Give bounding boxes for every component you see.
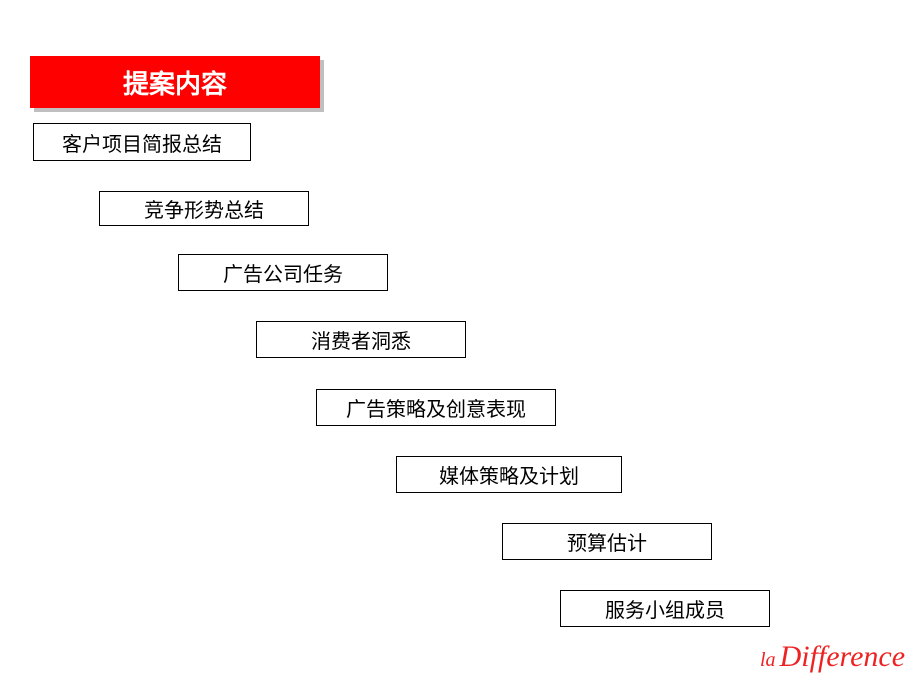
item-box-2: 广告公司任务: [178, 254, 388, 291]
logo: la Difference: [760, 640, 905, 674]
item-text-5: 媒体策略及计划: [439, 460, 579, 489]
item-text-2: 广告公司任务: [223, 258, 343, 287]
item-text-7: 服务小组成员: [605, 594, 725, 623]
item-text-3: 消费者洞悉: [311, 325, 411, 354]
item-text-0: 客户项目简报总结: [62, 128, 222, 157]
item-box-4: 广告策略及创意表现: [316, 389, 556, 426]
item-box-3: 消费者洞悉: [256, 321, 466, 358]
item-text-1: 竞争形势总结: [144, 194, 264, 223]
item-box-1: 竞争形势总结: [99, 191, 309, 226]
item-box-6: 预算估计: [502, 523, 712, 560]
item-box-0: 客户项目简报总结: [33, 123, 251, 161]
item-box-7: 服务小组成员: [560, 590, 770, 627]
title-box: 提案内容: [30, 56, 320, 108]
item-text-4: 广告策略及创意表现: [346, 393, 526, 422]
item-text-6: 预算估计: [567, 527, 647, 556]
logo-la: la: [760, 649, 776, 671]
logo-difference: Difference: [780, 640, 906, 673]
item-box-5: 媒体策略及计划: [396, 456, 622, 493]
title-text: 提案内容: [123, 64, 227, 101]
